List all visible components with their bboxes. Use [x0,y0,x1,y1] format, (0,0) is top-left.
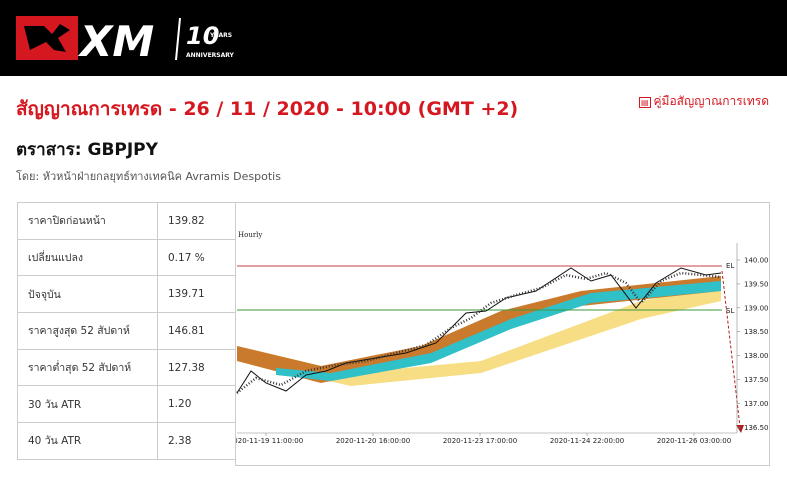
y-tick-label: 140.00 [744,257,769,265]
stat-value: 0.17 % [157,238,236,277]
anniversary-years: YEARS [209,32,232,39]
stat-value: 146.81 [157,312,236,350]
table-row: เปลี่ยนแปลง 0.17 % [17,238,236,277]
anniversary-word: ANNIVERSARY [186,52,235,59]
stat-label: เปลี่ยนแปลง [17,238,158,277]
stat-value: 2.38 [157,422,236,460]
stat-label: ราคาสูงสุด 52 สัปดาห์ [17,312,158,350]
anniversary-number: 10 [186,22,219,50]
guide-link-text[interactable]: คู่มือสัญญาณการเทรด [653,94,770,108]
author: โดย: หัวหน้าฝ่ายกลยุทธ์ทางเทคนิค Avramis… [16,170,281,183]
x-tick-label: 2020-11-20 16:00:00 [336,437,410,445]
stat-label: ราคาปิดก่อนหน้า [17,202,158,240]
chart-image: Hourly EL SL 140.00 139.50 139.00 138.50 138… [229,202,770,466]
y-tick-label: 137.50 [744,376,769,384]
stat-value: 139.71 [157,275,236,314]
y-tick-label: 136.50 [744,424,769,432]
stat-label: ปัจจุบัน [17,275,158,314]
x-tick-label: 2020-11-24 22:00:00 [550,437,624,445]
logo-text: XM [77,17,154,66]
table-row: ปัจจุบัน 139.71 [17,275,236,314]
stat-label: 30 วัน ATR [17,385,158,424]
header: XM 10 YEARS ANNIVERSARY [0,0,787,76]
stats-table: ราคาปิดก่อนหน้า 139.82 เปลี่ยนแปลง 0.17 % ปั… [17,202,236,460]
instrument: ตราสาร: GBPJPY [16,140,158,160]
band-teal [276,281,721,381]
price-path [236,267,722,394]
stat-value: 139.82 [157,202,236,240]
x-tick-label: 2020-11-26 03:00:00 [657,437,731,445]
table-row: 40 วัน ATR 2.38 [17,422,236,460]
page-title: สัญญาณการเทรด - 26 / 11 / 2020 - 10:00 (… [16,98,519,120]
stat-value: 127.38 [157,348,236,387]
y-tick-label: 138.50 [744,328,769,336]
table-row: ราคาต่ำสุด 52 สัปดาห์ 127.38 [17,348,236,387]
x-tick-label: 2020-11-19 11:00:00 [236,437,303,445]
guide-link[interactable]: ▤ คู่มือสัญญาณการเทรด [638,94,770,108]
stat-label: ราคาต่ำสุด 52 สัปดาห์ [17,348,158,387]
y-tick-label: 139.00 [744,304,769,312]
stat-label: 40 วัน ATR [17,422,158,460]
table-row: ราคาสูงสุด 52 สัปดาห์ 146.81 [17,312,236,350]
band-orange [237,276,721,383]
y-tick-label: 138.00 [744,352,769,360]
y-tick-label: 137.00 [744,400,769,408]
y-tick-label: 139.50 [744,280,769,288]
stat-value: 1.20 [157,385,236,424]
x-tick-label: 2020-11-23 17:00:00 [443,437,517,445]
table-row: ราคาปิดก่อนหน้า 139.82 [17,202,236,240]
stop-label: SL [726,307,734,315]
logo: XM 10 YEARS ANNIVERSARY [16,16,235,66]
entry-label: EL [726,262,734,270]
chart: Hourly EL SL 140.00 139.50 139.00 138.50 138… [229,231,769,445]
table-row: 30 วัน ATR 1.20 [17,385,236,424]
timeframe: Hourly [238,231,262,239]
